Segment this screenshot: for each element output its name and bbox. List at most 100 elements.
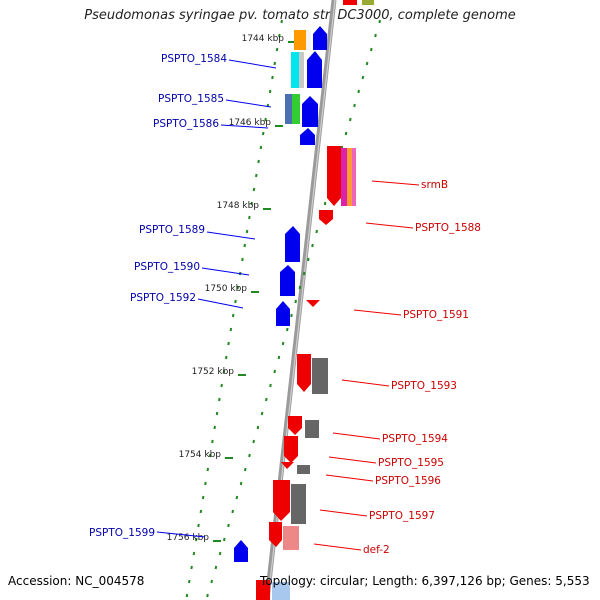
ring-dot <box>248 453 251 458</box>
gene-arrow-def-2 <box>269 522 282 547</box>
topology-label: Topology: circular; Length: 6,397,126 bp… <box>260 574 590 588</box>
callout-line-PSPTO_1593 <box>341 379 390 387</box>
ring-dot <box>208 453 212 458</box>
feature-block-blue <box>285 94 292 124</box>
callout-line-PSPTO_1596 <box>325 474 374 482</box>
ring-dot <box>235 495 239 500</box>
gene-label-PSPTO_1585[interactable]: PSPTO_1585 <box>158 93 224 105</box>
callout-line-PSPTO_1592 <box>197 298 244 309</box>
gene-label-PSPTO_1590[interactable]: PSPTO_1590 <box>134 261 200 273</box>
gene-label-PSPTO_1589[interactable]: PSPTO_1589 <box>139 224 205 236</box>
kbp-tick-label: 1750 kbp <box>205 284 248 294</box>
ring-dot <box>302 271 306 276</box>
callout-line-PSPTO_1599 <box>156 531 206 538</box>
ring-dot <box>257 159 260 164</box>
gene-label-def-2[interactable]: def-2 <box>363 544 390 556</box>
gene-label-PSPTO_1597[interactable]: PSPTO_1597 <box>369 510 435 522</box>
ring-dot <box>241 257 244 262</box>
kbp-tick-label: 1752 kbp <box>192 367 235 377</box>
ring-dot <box>245 229 249 234</box>
ring-dot <box>244 467 247 472</box>
ring-dot <box>370 47 373 52</box>
ring-dot <box>231 509 234 514</box>
ring-dot <box>214 565 218 570</box>
ring-dot <box>248 215 251 220</box>
callout-line-PSPTO_1594 <box>332 432 381 440</box>
gene-label-PSPTO_1586[interactable]: PSPTO_1586 <box>153 118 219 130</box>
ring-dot <box>261 131 265 136</box>
gene-label-PSPTO_1592[interactable]: PSPTO_1592 <box>130 292 196 304</box>
gene-label-PSPTO_1594[interactable]: PSPTO_1594 <box>382 433 448 445</box>
ring-dot <box>264 117 267 122</box>
callout-line-PSPTO_1590 <box>201 267 250 276</box>
gene-label-PSPTO_1588[interactable]: PSPTO_1588 <box>415 222 481 234</box>
ring-dot <box>239 481 243 486</box>
gene-label-PSPTO_1591[interactable]: PSPTO_1591 <box>403 309 469 321</box>
feature-block-green <box>292 94 300 124</box>
kbp-tick-label: 1756 kbp <box>167 533 210 543</box>
ring-dot <box>255 173 258 178</box>
callout-line-PSPTO_1595 <box>328 456 377 464</box>
ring-dot <box>349 117 352 122</box>
ring-dot <box>269 383 272 388</box>
ring-dot <box>236 285 240 290</box>
ring-dot <box>218 397 221 402</box>
callout-line-PSPTO_1584 <box>228 59 277 69</box>
ring-dot <box>199 509 203 514</box>
feature-block-top-red <box>343 0 357 5</box>
gene-arrow-PSPTO_1597 <box>273 480 290 521</box>
ring-dot <box>213 425 216 430</box>
callout-line-PSPTO_1597 <box>319 509 368 517</box>
ring-dot <box>194 537 198 542</box>
gene-label-srmB[interactable]: srmB <box>421 179 448 191</box>
ring-dot <box>273 369 276 374</box>
ring-dot <box>206 593 209 598</box>
gene-arrow-PSPTO_1588 <box>319 210 333 225</box>
reverse-track <box>256 0 374 600</box>
gene-callouts: PSPTO_1584 PSPTO_1585 PSPTO_1586 PSPTO_1589… <box>89 53 481 556</box>
gene-arrow-forward <box>313 26 327 50</box>
kbp-tick-label: 1744 kbp <box>242 34 285 44</box>
gene-label-PSPTO_1599[interactable]: PSPTO_1599 <box>89 527 155 539</box>
ring-dot <box>218 551 222 556</box>
feature-block-cyan <box>291 52 299 88</box>
ring-dot <box>357 89 360 94</box>
ring-dot <box>201 495 205 500</box>
ring-dot <box>227 341 230 346</box>
ring-dot <box>315 229 318 234</box>
ring-dot <box>192 551 196 556</box>
feature-block-pink <box>352 148 356 206</box>
ring-dot <box>275 47 279 52</box>
gene-label-PSPTO_1595[interactable]: PSPTO_1595 <box>378 457 444 469</box>
accession-label: Accession: NC_004578 <box>8 574 145 588</box>
ring-dot <box>243 243 247 248</box>
ring-dot <box>271 75 274 80</box>
gene-arrow-PSPTO_1594 <box>288 416 302 435</box>
callout-line-PSPTO_1586 <box>220 124 269 129</box>
ring-dot <box>298 285 302 290</box>
gene-arrow-PSPTO_1586 <box>300 128 315 145</box>
ring-dot <box>231 313 235 318</box>
gene-label-PSPTO_1593[interactable]: PSPTO_1593 <box>391 380 457 392</box>
ring-dot <box>206 467 210 472</box>
ring-dot <box>188 579 191 584</box>
gene-arrow-PSPTO_1585 <box>302 96 318 127</box>
gene-arrow-PSPTO_1592 <box>276 301 290 326</box>
ring-dot <box>281 341 285 346</box>
ring-dot <box>268 89 272 94</box>
ring-dot <box>229 327 233 332</box>
feature-block-pink-def2 <box>283 526 299 550</box>
ring-dot <box>227 523 230 528</box>
gene-label-PSPTO_1584[interactable]: PSPTO_1584 <box>161 53 227 65</box>
forward-track <box>234 26 327 600</box>
callout-line-def-2 <box>313 543 362 551</box>
kbp-ticks: 1744 kbp 1746 kbp 1748 kbp 1750 kbp 1752 kbp… <box>167 34 296 543</box>
ring-dot <box>311 243 314 248</box>
feature-block-white <box>306 30 311 50</box>
kbp-tick-label: 1746 kbp <box>229 118 272 128</box>
gene-label-PSPTO_1596[interactable]: PSPTO_1596 <box>375 475 441 487</box>
ring-dot <box>278 33 281 38</box>
ring-dot <box>277 355 281 360</box>
ring-dot <box>220 383 223 388</box>
gene-arrow-PSPTO_1590 <box>280 265 295 296</box>
